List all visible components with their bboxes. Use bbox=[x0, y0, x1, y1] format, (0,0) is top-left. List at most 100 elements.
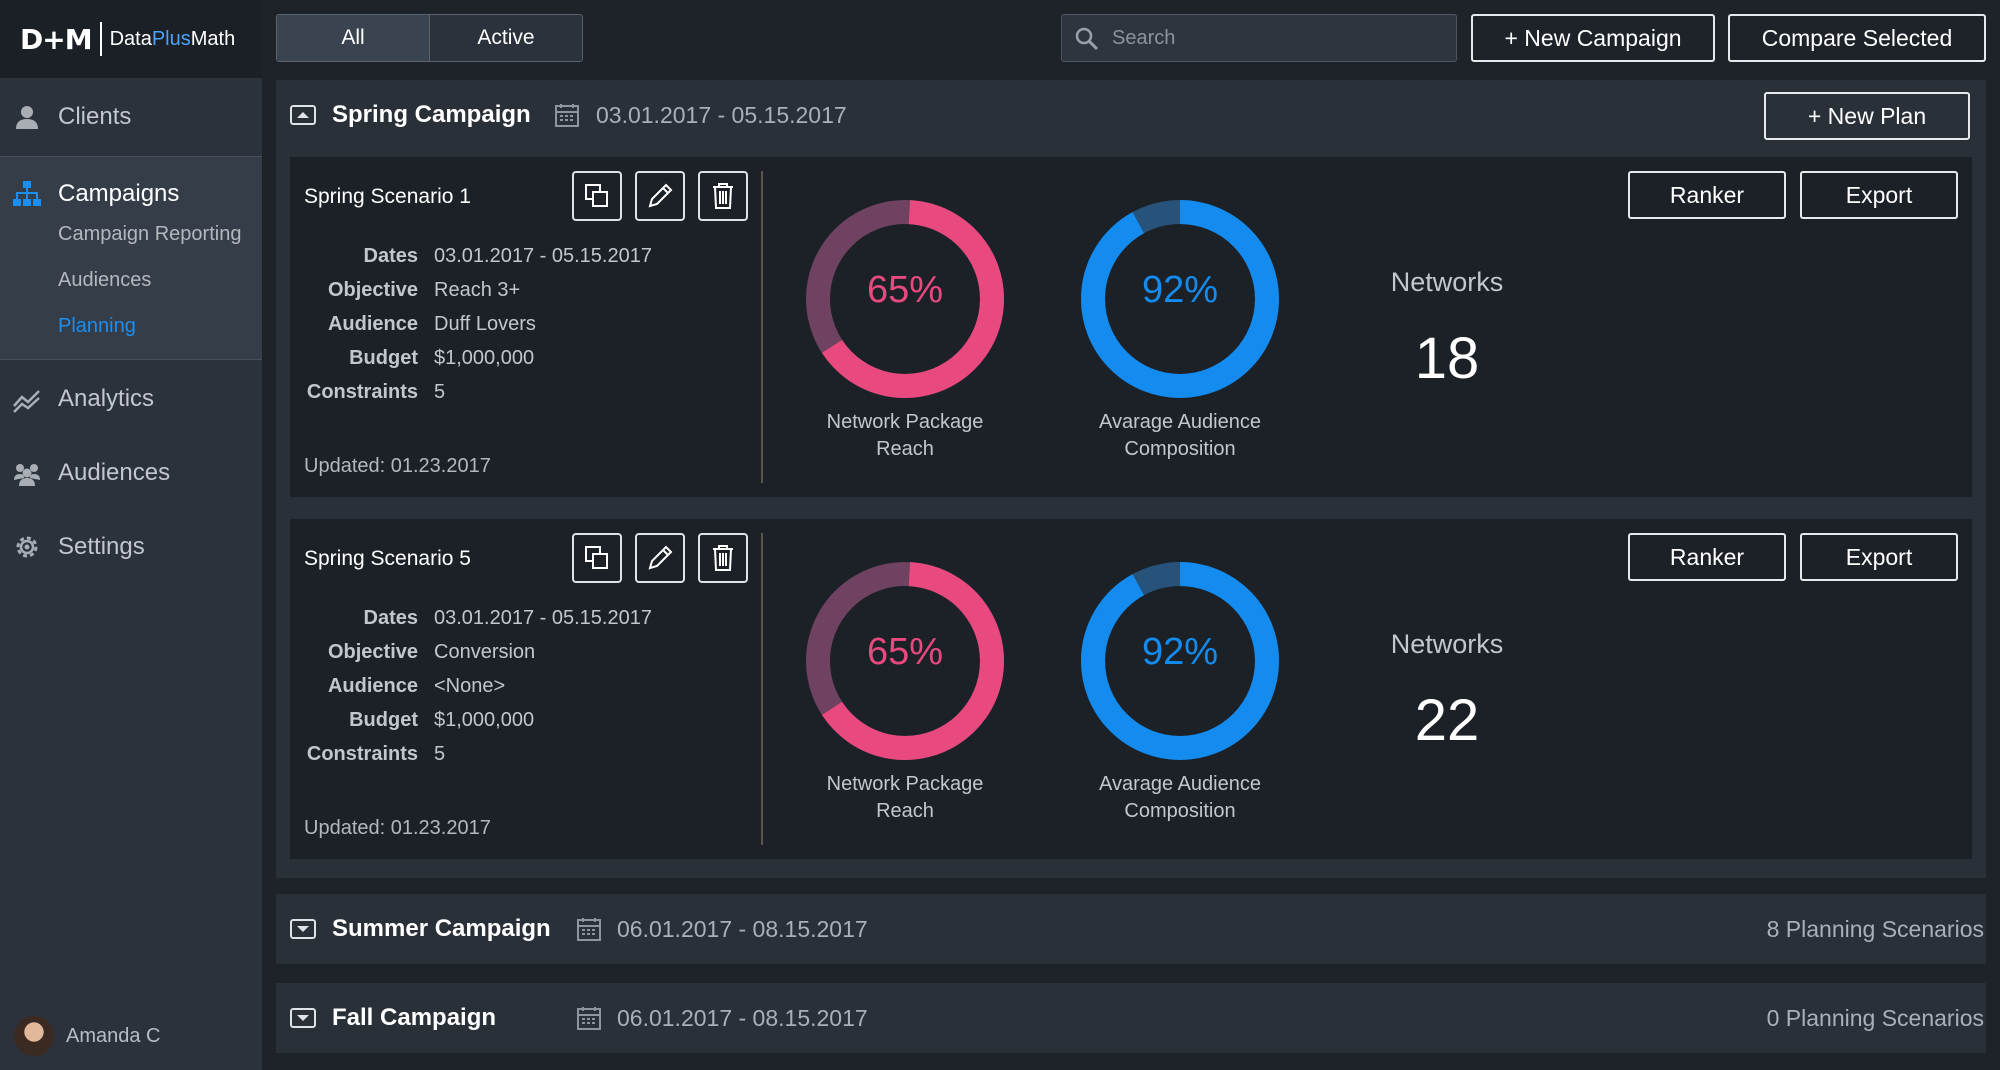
field-key: Constraints bbox=[306, 743, 418, 765]
reach-label: Network Package Reach bbox=[826, 411, 984, 460]
networks-label: Networks bbox=[1390, 267, 1504, 297]
campaign-dates: 03.01.2017 - 05.15.2017 bbox=[596, 101, 847, 128]
updated-timestamp: Updated: 01.23.2017 bbox=[304, 817, 491, 839]
sidebar-item-audiences[interactable]: Audiences bbox=[0, 436, 262, 510]
reach-donut-chart bbox=[805, 562, 1004, 760]
search-icon bbox=[1075, 27, 1099, 51]
reach-percent: 65% bbox=[866, 269, 944, 311]
field-key: Budget bbox=[349, 347, 418, 369]
new-plan-button[interactable]: + New Plan bbox=[1764, 92, 1970, 140]
campaign-header: Summer Campaign 06.01.2017 - 08.15.2017 … bbox=[276, 894, 1986, 964]
sidebar-subitem-campaign-reporting[interactable]: Campaign Reporting bbox=[58, 223, 242, 245]
reach-label: Network Package Reach bbox=[826, 773, 984, 822]
field-key: Objective bbox=[327, 641, 418, 663]
compare-selected-button[interactable]: Compare Selected bbox=[1728, 14, 1986, 62]
field-key: Dates bbox=[363, 245, 418, 267]
campaign-header: Spring Campaign 03.01.2017 - 05.15.2017 … bbox=[276, 80, 1986, 150]
sidebar-item-label: Settings bbox=[58, 533, 145, 560]
calendar-icon bbox=[555, 104, 579, 127]
sidebar-item-campaigns[interactable]: Campaigns bbox=[0, 157, 262, 231]
field-value: 5 bbox=[434, 381, 446, 403]
campaign-name[interactable]: Fall Campaign bbox=[332, 1004, 497, 1031]
field-key: Audience bbox=[327, 313, 418, 335]
logo[interactable]: D+M DataPlusMath bbox=[0, 0, 262, 78]
logo-text: DataPlusMath bbox=[109, 27, 236, 50]
user-profile[interactable]: Amanda C bbox=[14, 1016, 161, 1056]
search-box bbox=[1061, 14, 1457, 62]
duplicate-icon[interactable] bbox=[572, 533, 622, 583]
field-key: Constraints bbox=[306, 381, 418, 403]
field-value: Conversion bbox=[434, 641, 536, 663]
composition-percent: 92% bbox=[1141, 631, 1219, 673]
logo-divider bbox=[99, 22, 102, 56]
filter-all-button[interactable]: All bbox=[277, 15, 430, 61]
field-key: Budget bbox=[349, 709, 418, 731]
filter-active-button[interactable]: Active bbox=[430, 15, 582, 61]
composition-label: Avarage Audience Composition bbox=[1099, 411, 1261, 460]
field-value: 03.01.2017 - 05.15.2017 bbox=[434, 245, 652, 267]
avatar bbox=[14, 1016, 54, 1056]
updated-timestamp: Updated: 01.23.2017 bbox=[304, 455, 491, 477]
export-button[interactable]: Export bbox=[1800, 171, 1958, 219]
campaign-dates: 06.01.2017 - 08.15.2017 bbox=[617, 915, 868, 942]
edit-icon[interactable] bbox=[635, 171, 685, 221]
divider bbox=[761, 171, 763, 483]
sidebar-item-analytics[interactable]: Analytics bbox=[0, 362, 262, 436]
new-campaign-button[interactable]: + New Campaign bbox=[1471, 14, 1715, 62]
user-name: Amanda C bbox=[66, 1024, 161, 1047]
field-value: $1,000,000 bbox=[434, 347, 535, 369]
field-value: $1,000,000 bbox=[434, 709, 535, 731]
planning-scenarios-count: 8 Planning Scenarios bbox=[1766, 915, 1984, 942]
scenario-title: Spring Scenario 1 bbox=[304, 185, 471, 208]
field-key: Audience bbox=[327, 675, 418, 697]
trash-icon[interactable] bbox=[698, 171, 748, 221]
networks-count: 22 bbox=[1414, 688, 1480, 753]
campaign-panel-fall: Fall Campaign 06.01.2017 - 08.15.2017 0 … bbox=[276, 983, 1986, 1053]
calendar-icon bbox=[577, 1007, 601, 1030]
expand-icon[interactable] bbox=[290, 1008, 316, 1028]
collapse-icon[interactable] bbox=[290, 105, 316, 125]
campaign-dates: 06.01.2017 - 08.15.2017 bbox=[617, 1004, 868, 1031]
sidebar-item-label: Audiences bbox=[58, 459, 171, 486]
campaign-name[interactable]: Spring Campaign bbox=[332, 101, 531, 128]
search-input[interactable] bbox=[1112, 26, 1432, 50]
composition-percent: 92% bbox=[1141, 269, 1219, 311]
ranker-button[interactable]: Ranker bbox=[1628, 533, 1786, 581]
scenario-card: Spring Scenario 5 Dates 03.01.2017 - 05.15… bbox=[290, 519, 1972, 859]
sidebar-subitem-audiences[interactable]: Audiences bbox=[58, 269, 152, 291]
field-value: 03.01.2017 - 05.15.2017 bbox=[434, 607, 652, 629]
ranker-button[interactable]: Ranker bbox=[1628, 171, 1786, 219]
networks-count: 18 bbox=[1414, 326, 1480, 391]
field-key: Dates bbox=[363, 607, 418, 629]
campaign-name[interactable]: Summer Campaign bbox=[332, 915, 551, 942]
scenario-title: Spring Scenario 5 bbox=[304, 547, 471, 570]
sidebar: D+M DataPlusMath Clients Campaigns Campa… bbox=[0, 0, 262, 1070]
edit-icon[interactable] bbox=[635, 533, 685, 583]
sidebar-item-label: Analytics bbox=[58, 385, 155, 412]
sidebar-item-clients[interactable]: Clients bbox=[0, 80, 262, 154]
sidebar-item-label: Clients bbox=[58, 103, 132, 130]
campaign-panel-summer: Summer Campaign 06.01.2017 - 08.15.2017 … bbox=[276, 894, 1986, 964]
group-icon bbox=[14, 464, 40, 486]
filter-toggle: All Active bbox=[276, 14, 583, 62]
sidebar-item-settings[interactable]: Settings bbox=[0, 510, 262, 584]
person-icon bbox=[16, 106, 38, 129]
reach-percent: 65% bbox=[866, 631, 944, 673]
composition-donut-chart bbox=[1081, 200, 1279, 398]
planning-scenarios-count: 0 Planning Scenarios bbox=[1766, 1004, 1984, 1031]
export-button[interactable]: Export bbox=[1800, 533, 1958, 581]
field-value: 5 bbox=[434, 743, 446, 765]
gear-icon bbox=[16, 536, 38, 558]
campaign-panel-spring: Spring Campaign 03.01.2017 - 05.15.2017 … bbox=[276, 80, 1986, 878]
duplicate-icon[interactable] bbox=[572, 171, 622, 221]
reach-donut-chart bbox=[805, 200, 1004, 398]
expand-icon[interactable] bbox=[290, 919, 316, 939]
sidebar-subitem-planning[interactable]: Planning bbox=[58, 315, 136, 337]
composition-label: Avarage Audience Composition bbox=[1099, 773, 1261, 822]
logo-mark: D+M bbox=[20, 22, 93, 56]
trash-icon[interactable] bbox=[698, 533, 748, 583]
calendar-icon bbox=[577, 918, 601, 941]
sidebar-group-campaigns: Campaigns Campaign Reporting Audiences P… bbox=[0, 156, 262, 360]
networks-label: Networks bbox=[1390, 629, 1504, 659]
